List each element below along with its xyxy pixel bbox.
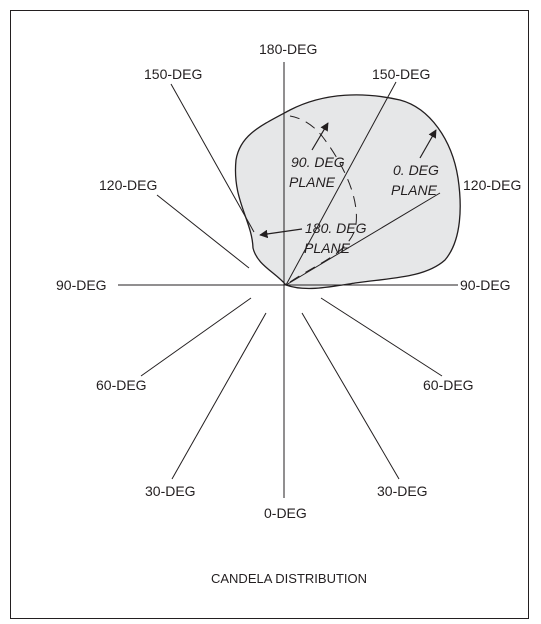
- label-150-left: 150-DEG: [144, 66, 202, 82]
- plane-arrows: [259, 122, 437, 239]
- label-180-top: 180-DEG: [259, 41, 317, 57]
- label-120-right: 120-DEG: [463, 177, 521, 193]
- label-30-left: 30-DEG: [145, 483, 196, 499]
- arrow-0-plane: [419, 129, 437, 159]
- ray-30-left: [171, 312, 267, 480]
- ray-120-right: [285, 192, 441, 286]
- candela-curve: [234, 94, 461, 290]
- label-90-deg-plane-line2: PLANE: [289, 174, 336, 190]
- radial-lines: [118, 62, 458, 498]
- ray-150-right: [285, 81, 397, 286]
- label-120-left: 120-DEG: [99, 177, 157, 193]
- label-0-deg-plane-line2: PLANE: [391, 182, 438, 198]
- label-60-left: 60-DEG: [96, 377, 147, 393]
- arrow-90-plane: [311, 122, 329, 151]
- label-0-deg-plane-line1: 0. DEG: [393, 162, 439, 178]
- label-90-deg-plane-line1: 90. DEG: [291, 154, 345, 170]
- label-60-right: 60-DEG: [423, 377, 474, 393]
- label-30-right: 30-DEG: [377, 483, 428, 499]
- label-90-right: 90-DEG: [460, 277, 511, 293]
- label-180-deg-plane-line1: 180. DEG: [305, 220, 367, 236]
- label-0-bottom: 0-DEG: [264, 505, 307, 521]
- ray-150-left: [170, 83, 255, 233]
- diagram-caption: CANDELA DISTRIBUTION: [211, 571, 367, 586]
- ray-120-left: [156, 194, 250, 269]
- label-150-right: 150-DEG: [372, 66, 430, 82]
- label-180-deg-plane-line2: PLANE: [304, 240, 351, 256]
- label-90-left: 90-DEG: [56, 277, 107, 293]
- ray-60-right: [320, 297, 443, 377]
- arrow-180-plane: [259, 228, 303, 239]
- ray-30-right: [301, 312, 400, 480]
- dashed-curve: [289, 115, 357, 283]
- ray-60-left: [140, 297, 252, 377]
- frame-border: [10, 10, 529, 619]
